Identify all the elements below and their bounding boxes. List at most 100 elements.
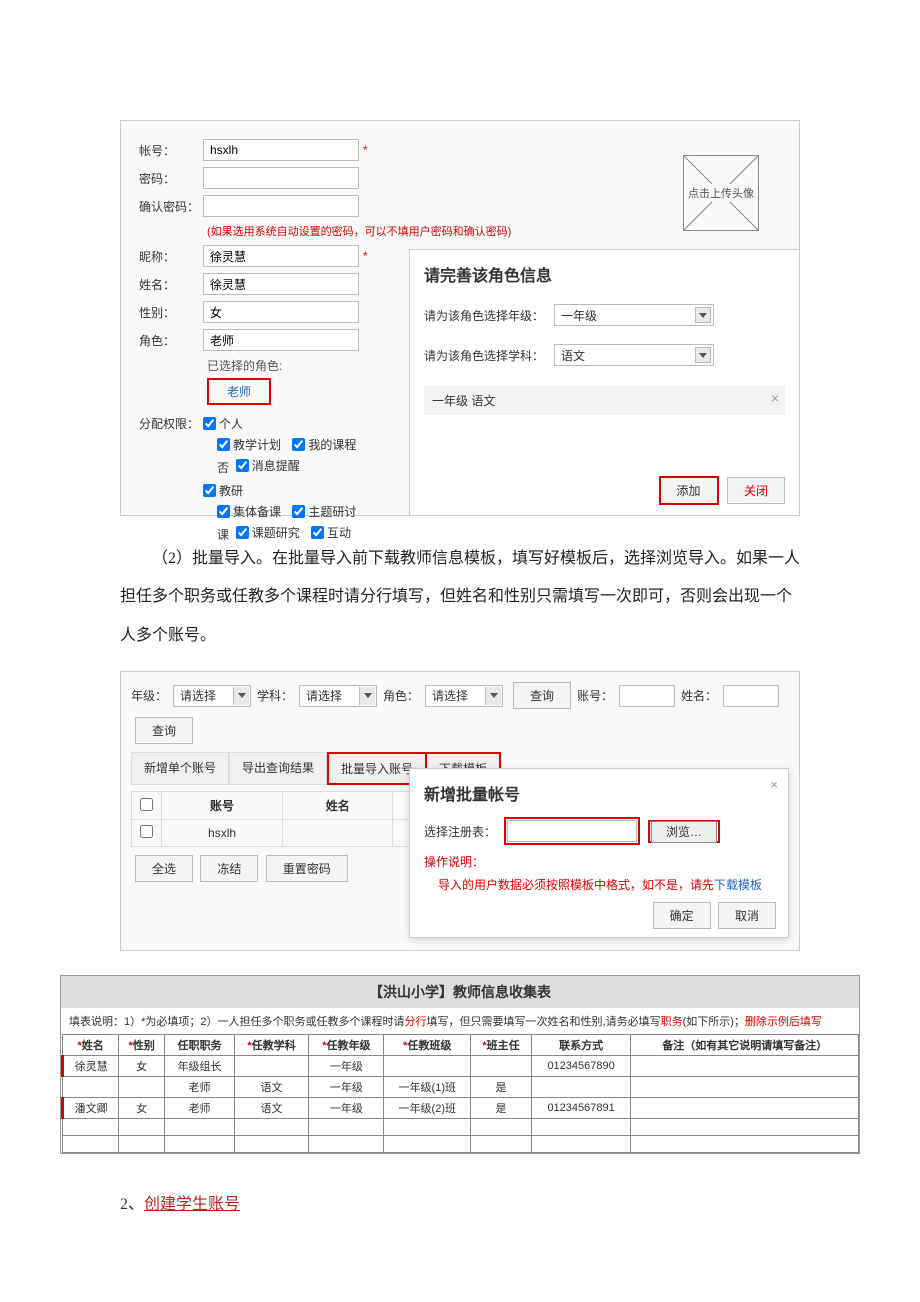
col-name: 姓名 <box>283 792 393 820</box>
checkbox[interactable] <box>217 505 230 518</box>
sheet-cell <box>531 1136 631 1153</box>
query-button[interactable]: 查询 <box>513 682 571 709</box>
add-single-button[interactable]: 新增单个账号 <box>131 752 229 785</box>
sheet-cell <box>309 1136 384 1153</box>
perm-topicdisc[interactable]: 主题研讨 <box>292 503 356 520</box>
chevron-down-icon <box>695 347 711 363</box>
filter-account-input[interactable] <box>619 685 675 707</box>
sheet-cell <box>63 1119 119 1136</box>
modal2-title: 新增批量帐号 <box>424 781 774 805</box>
chevron-down-icon <box>695 307 711 323</box>
subject-label: 请为该角色选择学科： <box>424 347 554 364</box>
sheet-cell: 语文 <box>234 1098 309 1119</box>
perm-groupprep[interactable]: 集体备课 <box>217 503 281 520</box>
cell-account: hsxlh <box>162 820 283 847</box>
ok-button[interactable]: 确定 <box>653 902 711 929</box>
checkbox[interactable] <box>217 438 230 451</box>
instruction-text: （2）批量导入。在批量导入前下载教师信息模板，填写好模板后，选择浏览导入。如果一… <box>120 540 800 655</box>
sheet-cell: 语文 <box>234 1077 309 1098</box>
select-all-button[interactable]: 全选 <box>135 855 193 882</box>
subject-dropdown[interactable]: 语文 <box>554 344 714 366</box>
sheet-cell: 是 <box>471 1098 532 1119</box>
input-confirm[interactable] <box>203 195 359 217</box>
export-button[interactable]: 导出查询结果 <box>229 752 327 785</box>
sheet-cell: 女 <box>119 1098 165 1119</box>
cancel-button[interactable]: 取消 <box>718 902 776 929</box>
input-nickname[interactable] <box>203 245 359 267</box>
checkbox[interactable] <box>236 526 249 539</box>
query-button-2[interactable]: 查询 <box>135 717 193 744</box>
close-icon[interactable]: × <box>771 390 779 406</box>
close-button[interactable]: 关闭 <box>727 477 785 504</box>
filter-grade-dropdown[interactable]: 请选择 <box>173 685 251 707</box>
sheet-cell <box>384 1119 471 1136</box>
sheet-cell: 女 <box>119 1056 165 1077</box>
filter-name-input[interactable] <box>723 685 779 707</box>
label-nickname: 昵称： <box>139 248 203 265</box>
perm-msgremind[interactable]: 消息提醒 <box>236 457 300 474</box>
checkbox[interactable] <box>292 505 305 518</box>
perm-research[interactable]: 教研 <box>203 482 243 499</box>
sheet-cell <box>309 1119 384 1136</box>
filter-role-dropdown[interactable]: 请选择 <box>425 685 503 707</box>
sheet-cell <box>384 1136 471 1153</box>
added-grade-subject: 一年级 语文 × <box>424 386 785 415</box>
required-star: * <box>363 143 368 157</box>
close-icon[interactable]: × <box>770 777 778 792</box>
avatar-upload[interactable]: 点击上传头像 <box>683 155 759 231</box>
checkbox[interactable] <box>203 484 216 497</box>
sheet-cell <box>384 1056 471 1077</box>
perm-topicresearch[interactable]: 课题研究 <box>236 524 300 541</box>
input-name[interactable] <box>203 273 359 295</box>
reset-password-button[interactable]: 重置密码 <box>266 855 348 882</box>
sheet-cell <box>165 1119 234 1136</box>
grade-dropdown[interactable]: 一年级 <box>554 304 714 326</box>
role-tag[interactable]: 老师 <box>207 378 271 405</box>
checkbox-row[interactable] <box>140 825 153 838</box>
section-2-title: 2、创建学生账号 <box>120 1190 800 1214</box>
input-password[interactable] <box>203 167 359 189</box>
checkbox[interactable] <box>203 417 216 430</box>
filter-subject-dropdown[interactable]: 请选择 <box>299 685 377 707</box>
table-row <box>63 1136 859 1153</box>
label-account: 帐号： <box>139 142 203 159</box>
sheet-col: *任教班级 <box>384 1035 471 1056</box>
input-gender[interactable] <box>203 301 359 323</box>
create-student-link[interactable]: 创建学生账号 <box>144 1196 240 1213</box>
input-role[interactable] <box>203 329 359 351</box>
checkbox[interactable] <box>292 438 305 451</box>
filter-name-label: 姓名： <box>681 687 717 704</box>
checkbox[interactable] <box>311 526 324 539</box>
input-account[interactable] <box>203 139 359 161</box>
table-row: 潘文卿女老师语文一年级一年级(2)班是01234567891 <box>63 1098 859 1119</box>
add-button[interactable]: 添加 <box>659 476 719 505</box>
screenshot-batch: 年级： 请选择 学科： 请选择 角色： 请选择 查询 账号： 姓名： 查询 新增… <box>120 671 800 951</box>
checkbox[interactable] <box>236 459 249 472</box>
sheet-cell <box>531 1077 631 1098</box>
sheet-cell <box>471 1056 532 1077</box>
teacher-info-sheet: 【洪山小学】教师信息收集表 填表说明：1）*为必填项；2）一人担任多个职务或任教… <box>60 975 860 1154</box>
browse-button[interactable]: 浏览… <box>651 821 717 843</box>
sheet-cell <box>631 1136 859 1153</box>
teacher-table: *姓名*性别任职职务*任教学科*任教年级*任教班级*班主任联系方式备注（如有其它… <box>61 1034 859 1153</box>
checkbox-all[interactable] <box>140 798 153 811</box>
file-input[interactable] <box>507 820 637 842</box>
perm-interact[interactable]: 互动 <box>311 524 351 541</box>
perm-text: 课 <box>217 528 229 542</box>
sheet-title: 【洪山小学】教师信息收集表 <box>61 976 859 1008</box>
sheet-col: *任教年级 <box>309 1035 384 1056</box>
batch-import-modal: × 新增批量帐号 选择注册表： 浏览… 操作说明： 导入的用户数据必须按照模板中… <box>409 768 789 938</box>
label-name: 姓名： <box>139 276 203 293</box>
sheet-cell <box>119 1119 165 1136</box>
perm-personal[interactable]: 个人 <box>203 415 243 432</box>
role-info-modal: 请完善该角色信息 请为该角色选择年级： 一年级 请为该角色选择学科： 语文 一年… <box>409 249 799 515</box>
sheet-cell <box>631 1119 859 1136</box>
sheet-cell <box>119 1136 165 1153</box>
sheet-cell: 年级组长 <box>165 1056 234 1077</box>
label-gender: 性别： <box>139 304 203 321</box>
sheet-cell: 一年级(1)班 <box>384 1077 471 1098</box>
freeze-button[interactable]: 冻结 <box>200 855 258 882</box>
perm-teachplan[interactable]: 教学计划 <box>217 436 281 453</box>
download-template-link[interactable]: 下载模板 <box>714 878 762 892</box>
perm-mycourse[interactable]: 我的课程 <box>292 436 356 453</box>
